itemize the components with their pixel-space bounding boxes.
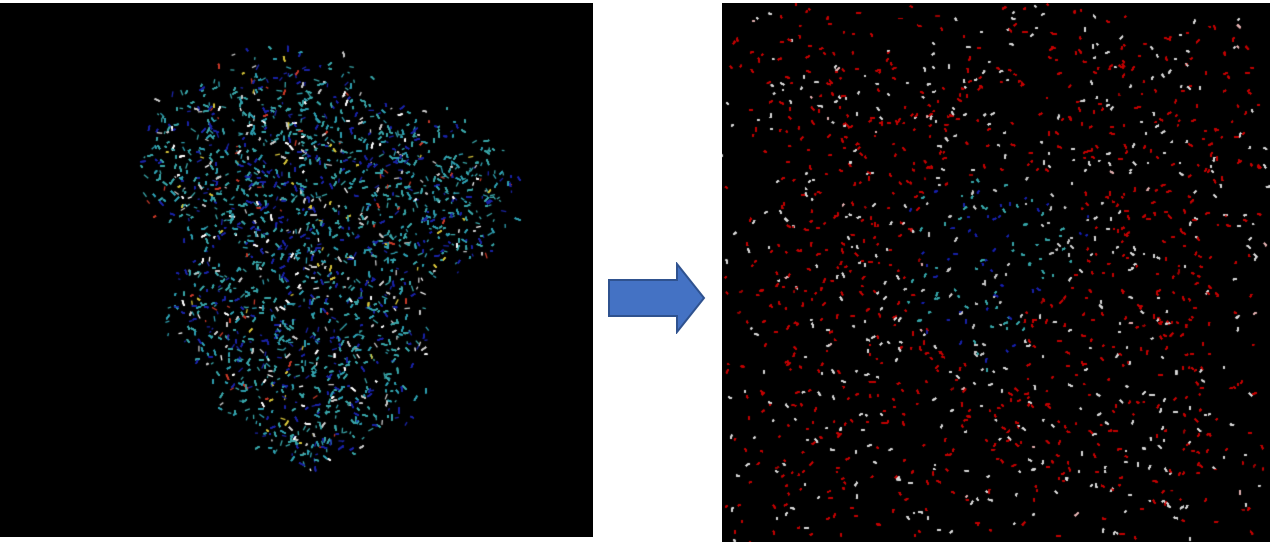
protein-structure-image [0, 3, 593, 537]
arrow-shape [608, 262, 706, 334]
protein-render [0, 3, 593, 537]
solvated-box-image [722, 3, 1270, 542]
right-arrow-icon [608, 262, 706, 334]
solvated-render [722, 3, 1270, 542]
